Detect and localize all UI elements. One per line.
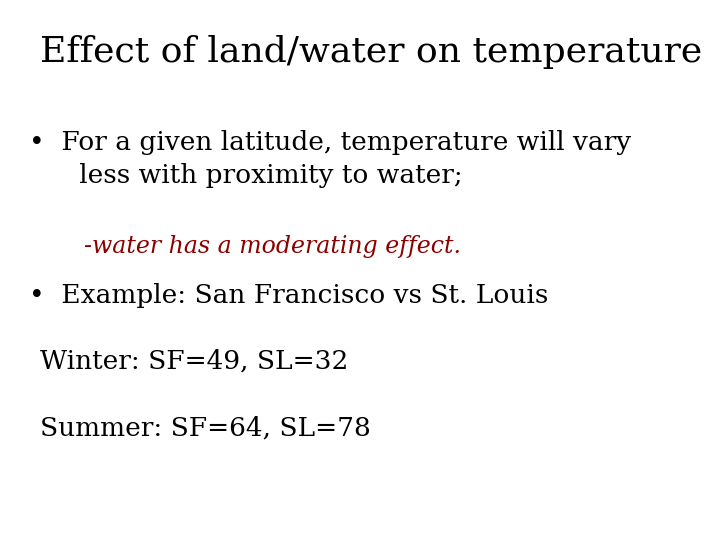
Text: •  For a given latitude, temperature will vary
      less with proximity to wate: • For a given latitude, temperature will… <box>29 130 631 187</box>
Text: -water has a moderating effect.: -water has a moderating effect. <box>54 235 461 258</box>
Text: •  Example: San Francisco vs St. Louis: • Example: San Francisco vs St. Louis <box>29 284 548 308</box>
Text: Winter: SF=49, SL=32: Winter: SF=49, SL=32 <box>40 348 348 373</box>
Text: Summer: SF=64, SL=78: Summer: SF=64, SL=78 <box>40 416 370 441</box>
Text: Effect of land/water on temperature: Effect of land/water on temperature <box>40 35 702 69</box>
